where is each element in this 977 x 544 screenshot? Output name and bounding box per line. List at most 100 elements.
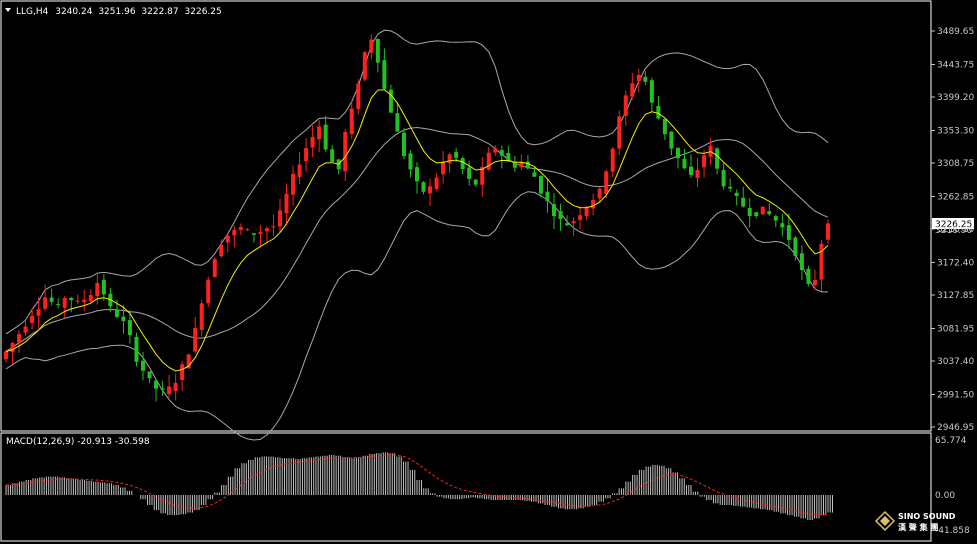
candle-body	[604, 171, 609, 194]
candle-body	[271, 226, 276, 228]
price-tick-label: 3172.40	[937, 258, 974, 268]
price-axis: 3489.65 3443.75 3399.20 3353.30 3308.75 3262.…	[931, 27, 974, 433]
candle-body	[56, 304, 61, 306]
candle-body	[512, 162, 517, 168]
candle-body	[134, 336, 139, 362]
candle-body	[656, 106, 661, 119]
candle-body	[441, 161, 446, 175]
candle-body	[395, 113, 400, 132]
candle-body	[62, 298, 67, 308]
candle-body	[793, 237, 798, 257]
candle-body	[610, 148, 615, 172]
candle-body	[734, 192, 739, 196]
candle-body	[382, 60, 387, 89]
bollinger-bands	[5, 29, 829, 441]
candle-body	[219, 244, 224, 257]
ohlc-high: 3251.96	[98, 7, 135, 17]
candle-body	[49, 297, 54, 302]
candle-body	[173, 383, 178, 392]
candle-body	[519, 161, 524, 168]
macd-signal	[5, 454, 829, 516]
macd-header: MACD(12,26,9) -20.913 -30.598	[6, 437, 150, 447]
candle-body	[773, 216, 778, 221]
candle-body	[721, 170, 726, 187]
logo-diamond-inner-icon	[880, 516, 890, 526]
candle-body	[525, 161, 530, 169]
candle-body	[101, 279, 106, 295]
price-tick-label: 3262.85	[937, 192, 974, 202]
candle-body	[186, 354, 191, 369]
candle-body	[630, 83, 635, 97]
candle-body	[486, 152, 491, 170]
svg-text:LLG,H4 3240.24 3251.96: LLG,H4 3240.24 3251.96 3222.87 3226.25	[16, 7, 222, 17]
candle-body	[180, 364, 185, 381]
candle-body	[467, 167, 472, 179]
logo-line1: SINO SOUND	[898, 512, 956, 521]
candle-body	[806, 268, 811, 284]
candle-body	[558, 211, 563, 219]
candle-body	[506, 152, 511, 162]
candle-body	[695, 170, 700, 178]
candle-body	[532, 172, 537, 177]
candle-body	[284, 193, 289, 214]
candles	[4, 34, 830, 402]
candle-body	[343, 131, 348, 172]
candle-body	[317, 126, 322, 140]
candle-body	[264, 228, 269, 232]
price-tick-label: 3489.65	[937, 27, 974, 37]
candle-body	[702, 155, 707, 168]
candle-body	[591, 199, 596, 209]
candle-body	[167, 386, 172, 395]
candle-body	[552, 204, 556, 217]
candle-body	[10, 343, 15, 353]
candle-body	[206, 279, 211, 304]
candle-body	[212, 259, 217, 278]
chart-menu-triangle-icon[interactable]	[5, 8, 11, 12]
price-tick-label: 2991.50	[937, 390, 974, 400]
candle-body	[88, 295, 93, 302]
candle-body	[154, 380, 159, 389]
candle-body	[649, 80, 654, 103]
candle-body	[454, 152, 459, 158]
candle-body	[728, 186, 733, 189]
price-tick-label: 3218.30	[937, 225, 974, 235]
price-tick-label: 3127.85	[937, 291, 974, 301]
candle-body	[786, 225, 791, 240]
candle-body	[545, 191, 550, 202]
current-price-label: 3226.25	[935, 220, 972, 230]
candle-body	[238, 226, 243, 231]
candle-body	[689, 166, 693, 175]
candle-body	[499, 150, 504, 156]
candle-body	[388, 89, 393, 113]
candle-body	[375, 39, 380, 63]
candle-body	[447, 154, 452, 164]
candle-body	[428, 186, 433, 194]
candle-body	[95, 282, 100, 297]
candle-body	[669, 131, 674, 149]
ohlc-open: 3240.24	[55, 7, 92, 17]
candle-body	[127, 320, 132, 336]
candle-body	[310, 136, 315, 148]
current-price-tag: 3226.25 3218.90	[932, 218, 974, 236]
macd-tick-label: 65.774	[935, 436, 967, 446]
second-price-label: 3218.90	[935, 226, 972, 236]
candle-body	[323, 124, 328, 150]
candle-body	[232, 230, 237, 236]
candle-body	[225, 235, 230, 243]
main-chart-frame	[0, 0, 932, 432]
candle-body	[460, 158, 465, 169]
price-tick-label: 3308.75	[937, 159, 974, 169]
candle-body	[617, 116, 622, 149]
candle-body	[193, 327, 198, 352]
candle-body	[493, 148, 498, 153]
ohlc-close: 3226.25	[185, 7, 222, 17]
candle-body	[36, 309, 41, 316]
candle-body	[245, 229, 250, 231]
candle-body	[349, 108, 354, 135]
candle-body	[75, 300, 80, 302]
bollinger-upper	[5, 29, 829, 335]
candle-body	[662, 118, 667, 135]
candle-body	[356, 83, 361, 110]
